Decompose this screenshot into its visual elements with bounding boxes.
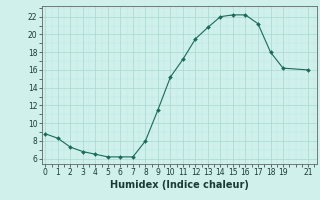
- X-axis label: Humidex (Indice chaleur): Humidex (Indice chaleur): [110, 180, 249, 190]
